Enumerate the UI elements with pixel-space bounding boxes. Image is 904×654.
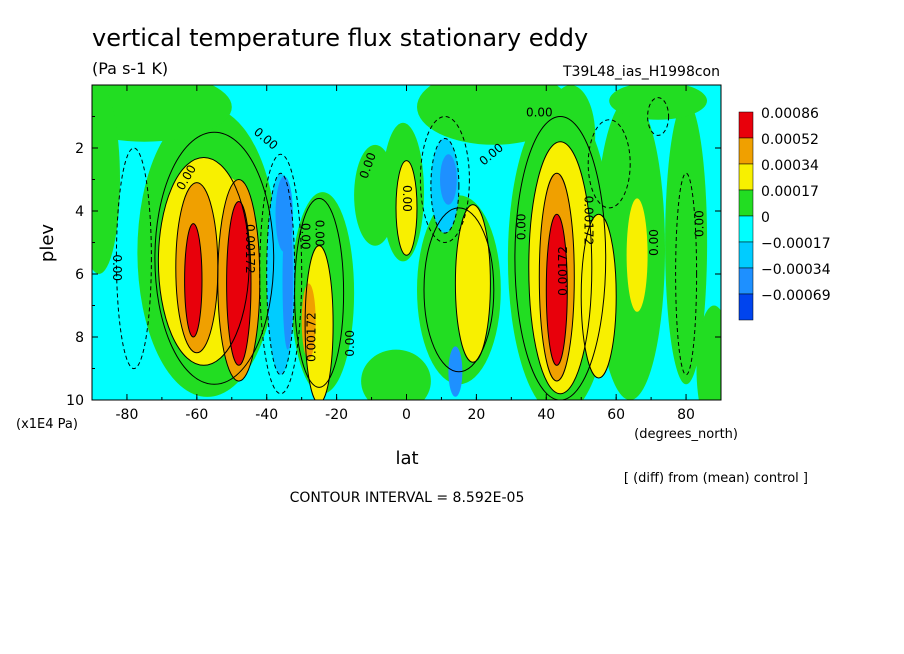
legend-swatch [738,111,754,139]
run-label: T39L48_ias_H1998con [562,64,720,80]
contour-label: 0.00172 [556,246,570,296]
contour-line [545,213,568,366]
contour-label: 0.00 [313,220,327,247]
y-tick-label: 10 [66,393,84,409]
legend-label: 0.00017 [761,184,819,200]
x-tick-label: -40 [255,407,278,423]
contour-line [154,131,275,385]
contour-fill-region [665,100,708,385]
units-label: (Pa s-1 K) [92,59,168,78]
x-axis: -80 -60 -40 -20 0 20 40 60 80 [91,85,722,423]
x-tick-label: 0 [402,407,411,423]
contour-fill-region [417,85,571,145]
y-axis: 2 4 6 8 10 [66,116,721,409]
contour-fill-region [92,85,232,142]
contour-interval-label: CONTOUR INTERVAL = 8.592E-05 [290,490,525,506]
contour-line [304,245,334,400]
contour-line [454,204,491,363]
y-tick-label: 2 [75,141,84,157]
contour-line [423,207,495,373]
contour-line [217,178,261,382]
contour-line [294,197,345,388]
contour-line [538,172,575,382]
contour-fill-region [92,85,120,274]
y-units-label: (x1E4 Pa) [16,417,78,432]
x-tick-label: 20 [467,407,485,423]
diff-note: [ (diff) from (mean) control ] [624,471,808,486]
contour-fill-region [696,305,721,400]
x-tick-label: -60 [185,407,208,423]
contour-label: 0.00 [299,223,313,250]
legend-label: 0.00034 [761,158,819,174]
contour-label: 0.00 [514,213,528,240]
legend-label: 0 [761,210,770,226]
contour-fill-region [581,214,617,378]
contour-fill-region [305,245,334,400]
legend-swatch [738,137,754,165]
legend-label: 0.00086 [761,106,819,122]
contour-fill-region [361,349,431,400]
contour-fill-region [184,223,202,337]
contour-fill-region [609,85,707,120]
contour-line [675,172,698,376]
contour-line [528,141,593,395]
x-units-label: (degrees_north) [634,427,738,442]
contour-line [395,160,418,256]
x-tick-label: -20 [325,407,348,423]
legend-swatch [738,189,754,217]
y-tick-label: 4 [75,204,84,220]
contour-line [647,97,670,136]
contour-fill-region [455,204,491,363]
contour-label: 0.00172 [305,312,319,362]
y-axis-title: plev [37,224,58,263]
legend-swatch [738,293,754,321]
contour-label: 0.00 [343,330,357,357]
contour-label: 0.00 [693,210,707,237]
legend-swatch [738,267,754,295]
contour-line [580,213,617,379]
legend-swatch [738,241,754,269]
y-tick-label: 8 [75,330,84,346]
contour-fill-region [226,201,251,366]
contour-label: 0.00 [110,254,124,281]
contour-line [419,116,470,243]
contour-fill-region [626,198,648,312]
contour-line [514,116,607,400]
contour-fill-region [396,160,417,256]
contour-line [430,138,460,234]
plot-area [92,85,721,400]
contour-fill-region [546,214,568,366]
contour-line [157,157,250,366]
contour-line [184,223,203,338]
x-tick-label: -80 [116,407,139,423]
contour-line [115,147,152,370]
legend-label: 0.00052 [761,132,819,148]
x-tick-label: 40 [537,407,555,423]
contour-line [226,201,252,366]
x-axis-title: lat [395,448,418,469]
contour-line [259,153,303,395]
legend-swatch [738,215,754,243]
contour-label: 0.00 [400,185,414,212]
contour-fill-region [440,154,457,205]
x-tick-label: 60 [607,407,625,423]
contour-label: 0.00 [526,106,553,120]
y-tick-label: 6 [75,267,84,283]
chart-title: vertical temperature flux stationary edd… [92,24,588,52]
contour-label: 0.00172 [582,196,596,246]
legend-label: −0.00034 [761,262,831,278]
legend-label: −0.00069 [761,288,831,304]
contour-fill-region [282,210,293,350]
legend-label: −0.00017 [761,236,831,252]
contour-label: 0.00172 [243,224,257,274]
color-legend: 0.00086 0.00052 0.00034 0.00017 0 −0.00017 −0.… [738,106,831,321]
x-tick-label: 80 [677,407,695,423]
contour-line [587,119,631,209]
legend-swatch [738,163,754,191]
contour-label: 0.00 [647,229,661,256]
